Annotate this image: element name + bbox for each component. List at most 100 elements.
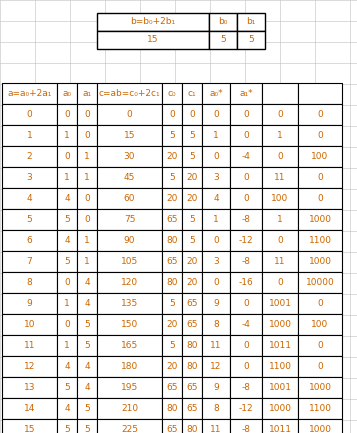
Text: 100: 100 xyxy=(311,320,329,329)
Bar xyxy=(262,272,298,293)
Bar xyxy=(77,230,97,251)
Text: -8: -8 xyxy=(241,257,251,266)
Text: 1000: 1000 xyxy=(268,404,292,413)
Text: 1: 1 xyxy=(84,152,90,161)
Bar xyxy=(182,419,202,433)
Bar xyxy=(262,125,298,146)
Bar xyxy=(182,272,202,293)
Text: 0: 0 xyxy=(277,110,283,119)
Bar xyxy=(202,104,230,125)
Bar xyxy=(2,167,57,188)
Bar xyxy=(298,398,342,419)
Text: 1: 1 xyxy=(64,173,70,182)
Text: 4: 4 xyxy=(84,299,90,308)
Text: 0: 0 xyxy=(189,110,195,119)
Text: 120: 120 xyxy=(121,278,138,287)
Bar xyxy=(77,104,97,125)
Text: 1: 1 xyxy=(27,131,32,140)
Bar xyxy=(97,104,162,125)
Text: 4: 4 xyxy=(64,362,70,371)
Text: 1: 1 xyxy=(84,236,90,245)
Text: 5: 5 xyxy=(189,215,195,224)
Text: -4: -4 xyxy=(242,320,251,329)
Bar xyxy=(162,356,182,377)
Bar xyxy=(202,188,230,209)
Text: 1100: 1100 xyxy=(308,236,332,245)
Text: 20: 20 xyxy=(166,320,178,329)
Bar xyxy=(162,314,182,335)
Bar xyxy=(77,272,97,293)
Bar xyxy=(162,335,182,356)
Bar xyxy=(298,146,342,167)
Text: 10000: 10000 xyxy=(306,278,335,287)
Bar xyxy=(57,83,77,104)
Text: 9: 9 xyxy=(27,299,32,308)
Text: 20: 20 xyxy=(186,173,198,182)
Text: 0: 0 xyxy=(243,173,249,182)
Text: 11: 11 xyxy=(274,257,286,266)
Text: 0: 0 xyxy=(243,110,249,119)
Text: 5: 5 xyxy=(64,383,70,392)
Bar xyxy=(57,188,77,209)
Text: 65: 65 xyxy=(166,383,178,392)
Text: 0: 0 xyxy=(213,278,219,287)
Bar xyxy=(209,13,237,31)
Bar xyxy=(202,377,230,398)
Bar xyxy=(162,419,182,433)
Text: 13: 13 xyxy=(24,383,35,392)
Bar xyxy=(2,314,57,335)
Bar xyxy=(298,272,342,293)
Text: a₁*: a₁* xyxy=(239,89,253,98)
Text: 65: 65 xyxy=(186,320,198,329)
Bar xyxy=(97,335,162,356)
Text: c=ab=c₀+2c₁: c=ab=c₀+2c₁ xyxy=(99,89,160,98)
Text: 0: 0 xyxy=(317,194,323,203)
Bar xyxy=(182,251,202,272)
Text: 5: 5 xyxy=(189,131,195,140)
Bar xyxy=(298,419,342,433)
Bar xyxy=(2,398,57,419)
Text: b₀: b₀ xyxy=(218,17,228,26)
Bar xyxy=(77,419,97,433)
Bar xyxy=(97,146,162,167)
Text: 65: 65 xyxy=(186,383,198,392)
Bar xyxy=(57,230,77,251)
Bar xyxy=(162,272,182,293)
Bar xyxy=(97,272,162,293)
Text: 20: 20 xyxy=(166,194,178,203)
Text: 80: 80 xyxy=(166,236,178,245)
Bar xyxy=(262,335,298,356)
Text: 4: 4 xyxy=(84,383,90,392)
Text: 1: 1 xyxy=(64,131,70,140)
Bar xyxy=(262,104,298,125)
Bar xyxy=(162,293,182,314)
Text: 30: 30 xyxy=(124,152,135,161)
Text: a₁: a₁ xyxy=(82,89,91,98)
Text: 1: 1 xyxy=(277,131,283,140)
Text: 5: 5 xyxy=(27,215,32,224)
Bar xyxy=(230,104,262,125)
Bar xyxy=(57,146,77,167)
Bar xyxy=(97,419,162,433)
Text: 5: 5 xyxy=(169,341,175,350)
Bar xyxy=(182,230,202,251)
Text: 1100: 1100 xyxy=(308,404,332,413)
Bar xyxy=(2,251,57,272)
Text: 0: 0 xyxy=(84,215,90,224)
Text: c₀: c₀ xyxy=(168,89,176,98)
Bar xyxy=(202,314,230,335)
Bar xyxy=(77,293,97,314)
Bar xyxy=(77,125,97,146)
Bar xyxy=(162,398,182,419)
Text: 1100: 1100 xyxy=(268,362,292,371)
Bar xyxy=(230,398,262,419)
Bar xyxy=(97,377,162,398)
Text: 1000: 1000 xyxy=(308,383,332,392)
Bar xyxy=(202,398,230,419)
Text: 1: 1 xyxy=(213,215,219,224)
Text: 75: 75 xyxy=(124,215,135,224)
Text: 11: 11 xyxy=(210,425,222,433)
Text: 1: 1 xyxy=(64,299,70,308)
Bar xyxy=(298,251,342,272)
Bar xyxy=(298,209,342,230)
